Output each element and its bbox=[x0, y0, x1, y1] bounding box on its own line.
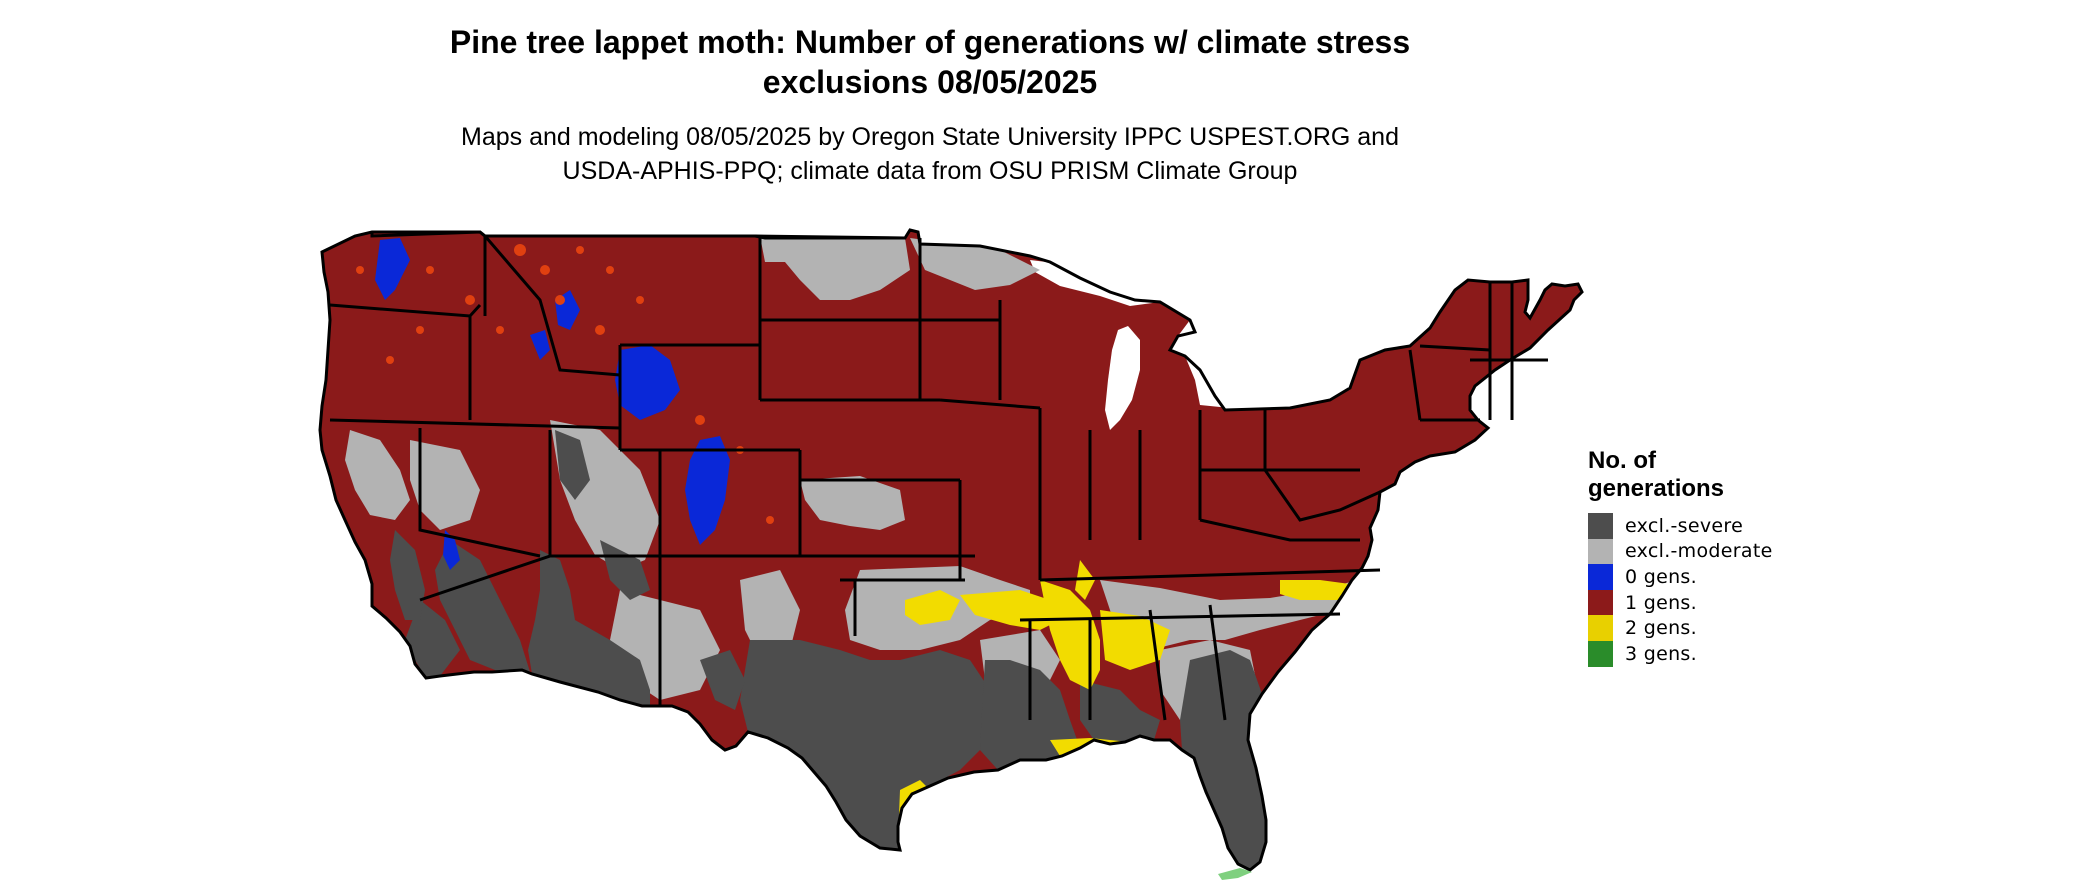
legend: No. of generations excl.-severe excl.-mo… bbox=[1588, 447, 1788, 667]
legend-title-line-2: generations bbox=[1588, 475, 1725, 502]
us-outline bbox=[318, 228, 1584, 872]
legend-swatch-0-gens bbox=[1588, 564, 1613, 590]
legend-label-excl-severe: excl.-severe bbox=[1625, 514, 1744, 537]
legend-swatch-2-gens bbox=[1588, 615, 1613, 641]
map-subtitle-line-2: USDA-APHIS-PPQ; climate data from OSU PR… bbox=[562, 157, 1298, 185]
legend-item-2-gens: 2 gens. bbox=[1588, 615, 1788, 641]
florida-keys bbox=[1218, 868, 1252, 880]
zero-gens-regions bbox=[375, 238, 730, 570]
legend-item-0-gens: 0 gens. bbox=[1588, 564, 1788, 590]
legend-swatch-1-gens bbox=[1588, 589, 1613, 616]
map-subtitle: Maps and modeling 08/05/2025 by Oregon S… bbox=[0, 120, 1860, 188]
legend-label-0-gens: 0 gens. bbox=[1625, 565, 1697, 588]
legend-label-3-gens: 3 gens. bbox=[1625, 642, 1697, 665]
legend-swatch-excl-severe bbox=[1588, 513, 1613, 539]
legend-label-2-gens: 2 gens. bbox=[1625, 617, 1697, 640]
legend-swatch-excl-moderate bbox=[1588, 538, 1613, 565]
map-title: Pine tree lappet moth: Number of generat… bbox=[0, 22, 1860, 102]
legend-item-excl-severe: excl.-severe bbox=[1588, 513, 1788, 539]
lake-michigan bbox=[1105, 326, 1140, 430]
excl-severe-regions bbox=[390, 430, 1266, 870]
legend-swatch-3-gens bbox=[1588, 640, 1613, 667]
legend-title: No. of generations bbox=[1588, 447, 1788, 503]
legend-label-1-gens: 1 gens. bbox=[1625, 591, 1697, 614]
legend-item-3-gens: 3 gens. bbox=[1588, 640, 1788, 667]
map-subtitle-line-1: Maps and modeling 08/05/2025 by Oregon S… bbox=[461, 123, 1399, 151]
legend-label-excl-moderate: excl.-moderate bbox=[1625, 540, 1773, 563]
legend-items: excl.-severe excl.-moderate 0 gens. 1 ge… bbox=[1588, 513, 1788, 667]
map-title-line-1: Pine tree lappet moth: Number of generat… bbox=[449, 24, 1411, 60]
state-boundaries bbox=[329, 230, 1548, 721]
map-title-line-2: exclusions 08/05/2025 bbox=[762, 64, 1098, 100]
legend-title-line-1: No. of bbox=[1588, 447, 1656, 474]
legend-item-1-gens: 1 gens. bbox=[1588, 589, 1788, 616]
legend-item-excl-moderate: excl.-moderate bbox=[1588, 538, 1788, 565]
